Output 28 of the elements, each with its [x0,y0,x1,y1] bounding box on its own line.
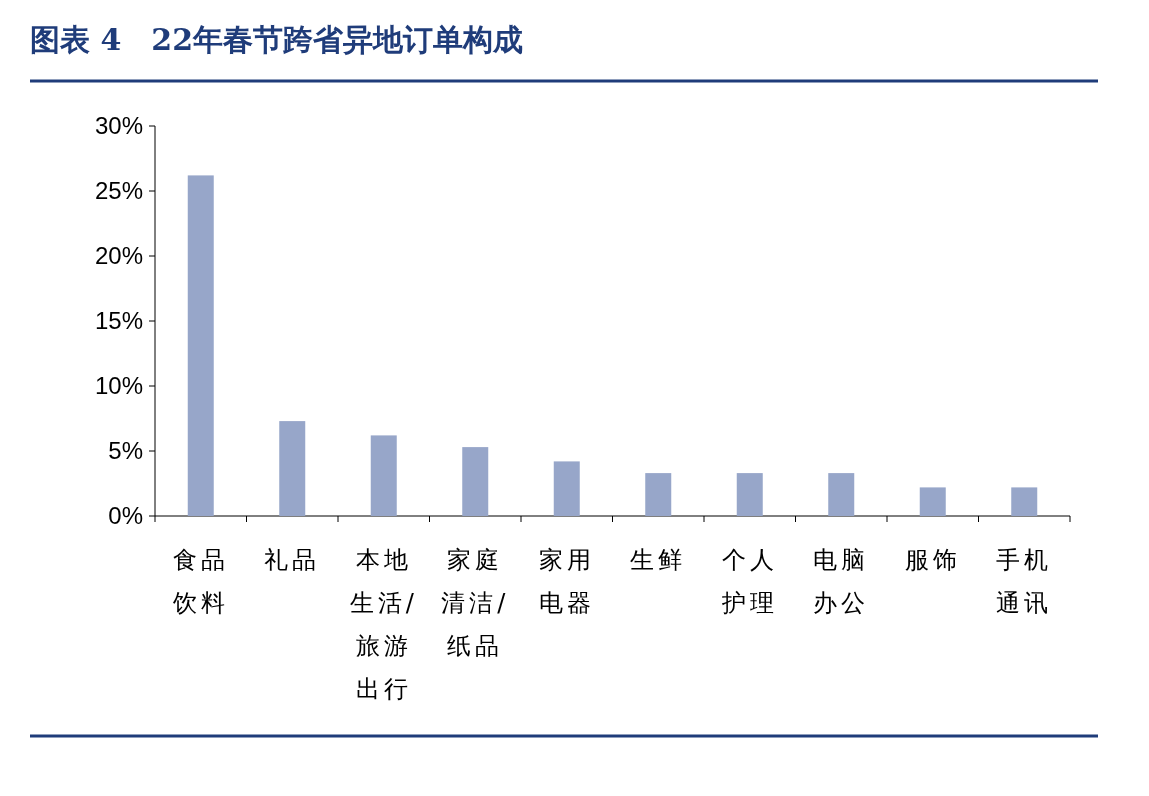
x-tick-label: 礼品 [264,546,321,574]
x-tick-label: 生鲜 [630,546,687,574]
y-tick-label: 10% [94,372,143,400]
bar [279,421,306,516]
x-tick-label: 食品饮料 [171,546,229,617]
x-tick-label: 家用电器 [538,546,595,617]
y-tick-label: 5% [108,437,143,465]
bar [736,473,763,516]
chart-title: 图表 4 22年春节跨省异地订单构成 [30,22,524,57]
y-tick-label: 20% [94,242,143,270]
bar [462,447,489,516]
bar [1011,487,1038,516]
bar [553,461,580,516]
x-tick-label: 服饰 [904,546,961,574]
y-tick-label: 15% [94,307,143,335]
bar [370,435,397,516]
x-tick-label: 个人护理 [720,546,778,617]
x-tick-label: 家庭清洁/纸品 [441,546,510,660]
y-tick-label: 25% [94,177,143,205]
bar [645,473,672,516]
bar [187,175,214,516]
bar [828,473,855,516]
x-tick-label: 电脑办公 [813,546,870,617]
y-tick-label: 30% [94,112,143,140]
y-tick-label: 0% [108,502,143,530]
x-tick-label: 手机通讯 [996,546,1053,617]
bar [919,487,946,516]
x-tick-label: 本地生活/旅游出行 [349,546,418,703]
